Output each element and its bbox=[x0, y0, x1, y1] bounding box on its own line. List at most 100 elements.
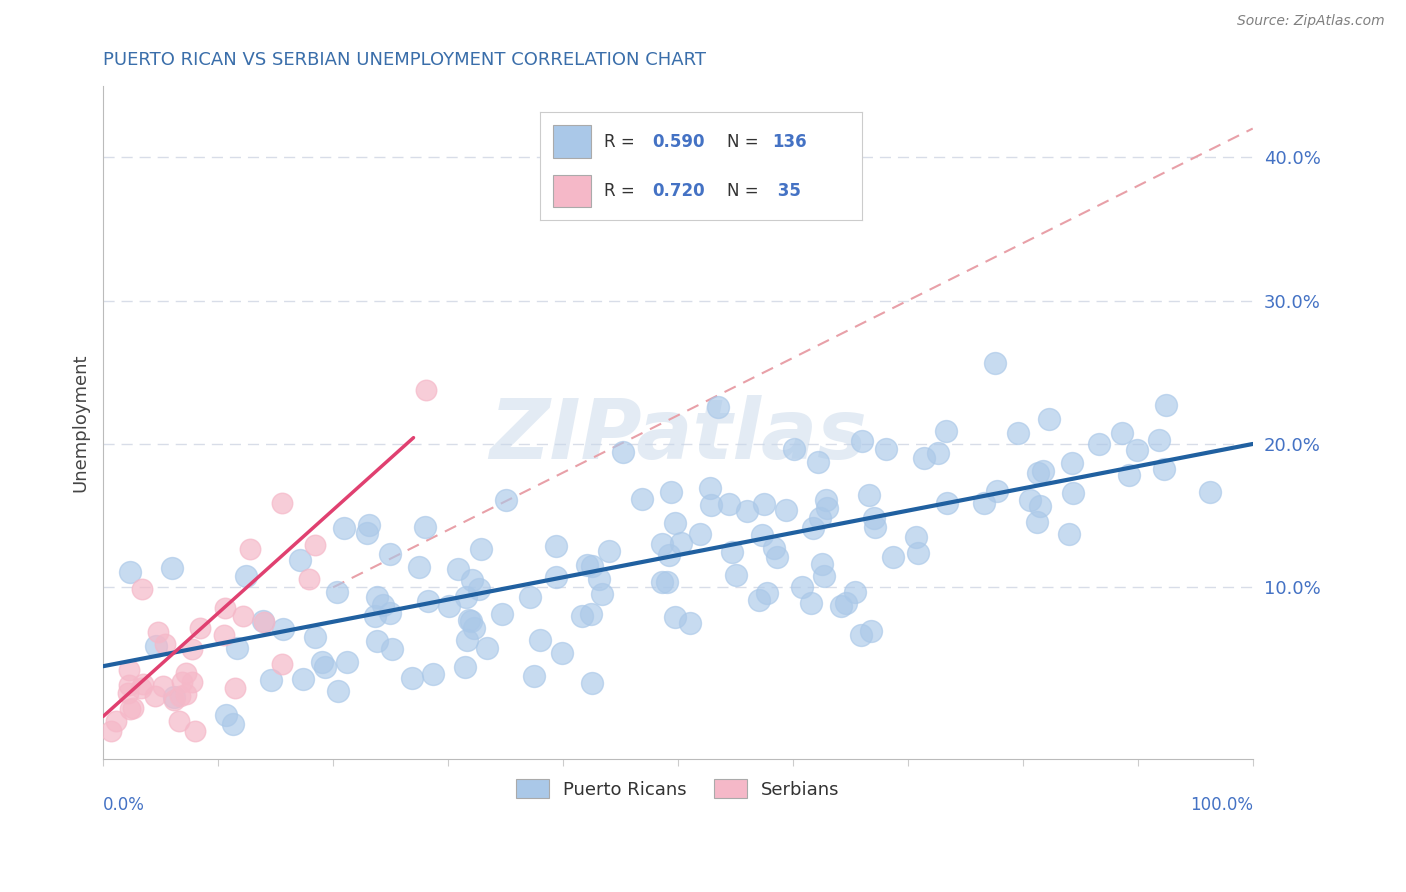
Serbians bbox=[148, 625, 170, 640]
Puerto Ricans bbox=[1007, 425, 1029, 440]
Puerto Ricans bbox=[529, 632, 551, 647]
Puerto Ricans bbox=[235, 569, 257, 583]
Puerto Ricans bbox=[292, 672, 315, 686]
Puerto Ricans bbox=[1026, 467, 1049, 481]
Puerto Ricans bbox=[748, 593, 770, 607]
Puerto Ricans bbox=[328, 683, 350, 698]
Puerto Ricans bbox=[808, 511, 831, 525]
Puerto Ricans bbox=[491, 607, 513, 622]
Serbians bbox=[152, 679, 174, 693]
Puerto Ricans bbox=[935, 424, 957, 438]
Puerto Ricans bbox=[720, 544, 742, 558]
Puerto Ricans bbox=[457, 613, 479, 627]
Puerto Ricans bbox=[311, 655, 333, 669]
Puerto Ricans bbox=[413, 520, 436, 534]
Puerto Ricans bbox=[612, 445, 634, 459]
Puerto Ricans bbox=[1118, 467, 1140, 482]
Serbians bbox=[174, 665, 197, 680]
Puerto Ricans bbox=[1147, 433, 1170, 447]
Puerto Ricans bbox=[973, 496, 995, 510]
Puerto Ricans bbox=[984, 356, 1007, 370]
Serbians bbox=[169, 689, 191, 703]
Serbians bbox=[143, 689, 166, 703]
Puerto Ricans bbox=[863, 511, 886, 525]
Puerto Ricans bbox=[801, 520, 824, 534]
Puerto Ricans bbox=[735, 503, 758, 517]
Puerto Ricans bbox=[378, 547, 401, 561]
Puerto Ricans bbox=[658, 548, 681, 562]
Puerto Ricans bbox=[858, 487, 880, 501]
Puerto Ricans bbox=[725, 568, 748, 582]
Puerto Ricans bbox=[700, 498, 723, 512]
Puerto Ricans bbox=[519, 591, 541, 605]
Puerto Ricans bbox=[366, 591, 388, 605]
Puerto Ricans bbox=[875, 442, 897, 457]
Puerto Ricans bbox=[591, 587, 613, 601]
Serbians bbox=[117, 686, 139, 700]
Puerto Ricans bbox=[1019, 493, 1042, 508]
Puerto Ricans bbox=[550, 646, 572, 660]
Puerto Ricans bbox=[882, 550, 904, 565]
Puerto Ricans bbox=[252, 614, 274, 628]
Puerto Ricans bbox=[689, 527, 711, 541]
Serbians bbox=[224, 681, 246, 696]
Puerto Ricans bbox=[356, 526, 378, 541]
Puerto Ricans bbox=[1088, 436, 1111, 450]
Puerto Ricans bbox=[986, 484, 1008, 499]
Serbians bbox=[253, 615, 276, 630]
Serbians bbox=[184, 723, 207, 738]
Puerto Ricans bbox=[707, 400, 730, 414]
Puerto Ricans bbox=[1153, 461, 1175, 475]
Puerto Ricans bbox=[588, 572, 610, 586]
Puerto Ricans bbox=[765, 549, 787, 564]
Puerto Ricans bbox=[120, 566, 142, 580]
Serbians bbox=[118, 664, 141, 678]
Puerto Ricans bbox=[763, 541, 786, 555]
Puerto Ricans bbox=[439, 599, 461, 614]
Text: PUERTO RICAN VS SERBIAN UNEMPLOYMENT CORRELATION CHART: PUERTO RICAN VS SERBIAN UNEMPLOYMENT COR… bbox=[103, 51, 706, 69]
Puerto Ricans bbox=[1111, 425, 1133, 440]
Puerto Ricans bbox=[576, 558, 599, 572]
Puerto Ricans bbox=[1126, 443, 1149, 458]
Puerto Ricans bbox=[717, 497, 740, 511]
Puerto Ricans bbox=[936, 496, 959, 510]
Puerto Ricans bbox=[522, 669, 544, 683]
Puerto Ricans bbox=[1199, 484, 1222, 499]
Puerto Ricans bbox=[544, 539, 567, 553]
Puerto Ricans bbox=[912, 450, 935, 465]
Serbians bbox=[118, 702, 141, 716]
Puerto Ricans bbox=[333, 521, 356, 535]
Legend: Puerto Ricans, Serbians: Puerto Ricans, Serbians bbox=[508, 771, 848, 807]
Puerto Ricans bbox=[651, 574, 673, 589]
Puerto Ricans bbox=[775, 503, 797, 517]
Puerto Ricans bbox=[408, 559, 430, 574]
Puerto Ricans bbox=[752, 497, 775, 511]
Puerto Ricans bbox=[364, 609, 387, 624]
Puerto Ricans bbox=[581, 675, 603, 690]
Puerto Ricans bbox=[790, 580, 813, 594]
Serbians bbox=[170, 675, 193, 690]
Puerto Ricans bbox=[145, 639, 167, 653]
Puerto Ricans bbox=[463, 621, 485, 635]
Puerto Ricans bbox=[844, 585, 866, 599]
Puerto Ricans bbox=[454, 590, 477, 604]
Serbians bbox=[153, 636, 176, 650]
Serbians bbox=[122, 701, 145, 715]
Serbians bbox=[298, 572, 321, 586]
Puerto Ricans bbox=[907, 546, 929, 560]
Puerto Ricans bbox=[357, 518, 380, 533]
Puerto Ricans bbox=[927, 446, 949, 460]
Puerto Ricans bbox=[495, 493, 517, 508]
Serbians bbox=[232, 608, 254, 623]
Puerto Ricans bbox=[849, 628, 872, 642]
Serbians bbox=[174, 687, 197, 701]
Puerto Ricans bbox=[664, 516, 686, 530]
Puerto Ricans bbox=[756, 586, 779, 600]
Puerto Ricans bbox=[422, 667, 444, 681]
Puerto Ricans bbox=[810, 557, 832, 571]
Puerto Ricans bbox=[1154, 398, 1177, 412]
Puerto Ricans bbox=[477, 640, 499, 655]
Puerto Ricans bbox=[1032, 464, 1054, 478]
Serbians bbox=[105, 714, 128, 728]
Puerto Ricans bbox=[581, 559, 603, 574]
